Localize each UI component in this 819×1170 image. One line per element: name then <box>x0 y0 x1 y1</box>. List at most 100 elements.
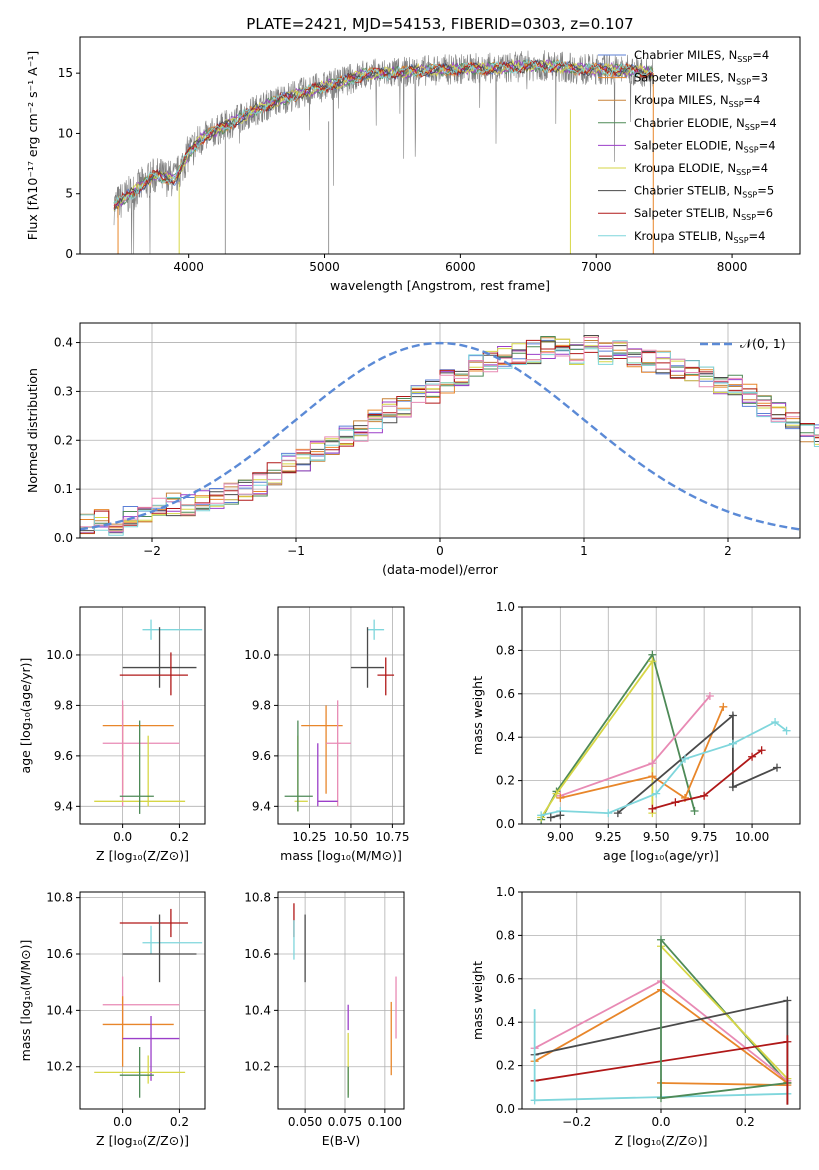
model-spectrum-5 <box>113 58 654 211</box>
y-tick-label: 0.6 <box>496 972 515 986</box>
plot-area <box>530 935 792 1105</box>
legend-label: Kroupa MILES, NSSP=4 <box>634 93 760 109</box>
panel-mass-vs-metallicity: 0.0 0.2 10.2 10.4 10.6 10.8 Z [log₁₀(Z/Z⊙)] mas… <box>18 891 206 1148</box>
y-tick-label: 0.6 <box>496 687 515 701</box>
plot-area <box>94 619 203 814</box>
panel-weight-vs-age: 9.00 9.25 9.50 9.75 10.00 0.0 0.2 0.4 0.6 0.8 1.0 a… <box>470 600 801 863</box>
x-tick-label: 0.050 <box>288 1115 322 1129</box>
y-tick-label: 15 <box>58 66 73 80</box>
plot-area <box>113 50 654 254</box>
panel-spectrum: 4000 5000 6000 7000 8000 0 5 10 15 wavelength [An… <box>25 36 801 293</box>
y-tick-label: 10.6 <box>46 947 73 961</box>
y-tick-label: 0.1 <box>54 482 73 496</box>
histogram-3 <box>80 336 819 534</box>
weight-marker <box>537 811 546 820</box>
weight-marker <box>728 711 737 720</box>
x-tick-label: 8000 <box>717 260 748 274</box>
legend-label: Salpeter STELIB, NSSP=6 <box>634 206 773 222</box>
axes-frame <box>277 891 405 1110</box>
model-spectrum-8 <box>113 58 654 205</box>
plot-area <box>284 619 395 812</box>
x-axis-label: mass [log₁₀(M/M⊙)] <box>280 848 402 863</box>
x-tick-label: 9.25 <box>595 830 622 844</box>
y-axis-label: Flux [fλ10⁻¹⁷ erg cm⁻² s⁻¹ A⁻¹] <box>25 51 40 240</box>
weight-marker <box>556 811 565 820</box>
weight-marker <box>705 691 714 700</box>
axes-frame <box>79 606 206 825</box>
weight-line-8 <box>660 1082 788 1100</box>
axes-frame <box>79 36 801 255</box>
histogram-5 <box>80 338 819 535</box>
y-tick-label: 0.2 <box>496 774 515 788</box>
weight-line-1 <box>540 658 654 818</box>
x-axis-label: (data-model)/error <box>382 562 499 577</box>
y-tick-label: 0.8 <box>496 928 515 942</box>
y-tick-label: 0.4 <box>496 1015 515 1029</box>
y-tick-label: 0.2 <box>496 1059 515 1073</box>
panel-age-vs-metallicity: 0.0 0.2 9.4 9.6 9.8 10.0 Z [log₁₀(Z/Z⊙)] age [l… <box>18 606 206 863</box>
weight-marker <box>748 752 757 761</box>
legend-label: Chabrier STELIB, NSSP=5 <box>634 184 774 200</box>
weight-marker <box>546 813 555 822</box>
x-axis-label: age [log₁₀(age/yr)] <box>603 848 719 863</box>
y-tick-label: 0.0 <box>496 817 515 831</box>
y-axis-label: Normed distribution <box>25 368 40 493</box>
x-tick-label: 6000 <box>445 260 476 274</box>
y-axis-label: mass weight <box>470 961 485 1040</box>
weight-marker <box>556 793 565 802</box>
y-axis-label: age [log₁₀(age/yr)] <box>18 658 33 774</box>
x-axis-label: Z [log₁₀(Z/Z⊙)] <box>615 1133 708 1148</box>
y-tick-label: 10.4 <box>244 1003 271 1017</box>
model-spectrum-2 <box>113 59 654 205</box>
model-spectrum-3 <box>113 59 654 206</box>
weight-line-1 <box>660 945 789 1080</box>
x-tick-label: 9.50 <box>643 830 670 844</box>
weight-marker <box>772 763 781 772</box>
x-tick-label: 0.2 <box>736 1115 755 1129</box>
weight-marker <box>604 809 613 818</box>
weight-marker <box>728 739 737 748</box>
x-tick-label: 9.75 <box>691 830 718 844</box>
x-axis-label: Z [log₁₀(Z/Z⊙)] <box>96 848 189 863</box>
y-tick-label: 0.4 <box>54 336 73 350</box>
axes-frame <box>521 606 801 825</box>
y-axis-label: mass weight <box>470 676 485 755</box>
y-tick-label: 10.0 <box>244 648 271 662</box>
weight-marker <box>757 746 766 755</box>
y-tick-label: 10.8 <box>46 891 73 905</box>
y-tick-label: 0.8 <box>496 643 515 657</box>
panel-weight-vs-metallicity: −0.2 0.0 0.2 0.0 0.2 0.4 0.6 0.8 1.0 Z [log₁₀(Z/Z… <box>470 885 801 1148</box>
histogram-6 <box>80 335 819 532</box>
y-tick-label: 0.3 <box>54 384 73 398</box>
gaussian-curve <box>79 341 801 531</box>
x-tick-label: 10.50 <box>334 830 368 844</box>
x-tick-label: 0 <box>436 544 444 558</box>
y-tick-label: 9.8 <box>54 698 73 712</box>
model-spectrum-7 <box>113 59 654 209</box>
y-tick-label: 9.8 <box>252 698 271 712</box>
y-tick-label: 10.8 <box>244 891 271 905</box>
observed-spectrum <box>113 50 654 254</box>
y-tick-label: 1.0 <box>496 600 515 614</box>
legend-label: Kroupa ELODIE, NSSP=4 <box>634 161 768 177</box>
plot-area <box>293 903 397 1098</box>
y-tick-label: 0.0 <box>54 531 73 545</box>
x-tick-label: 7000 <box>581 260 612 274</box>
x-axis-label: Z [log₁₀(Z/Z⊙)] <box>96 1133 189 1148</box>
x-axis-label: E(B-V) <box>322 1133 361 1148</box>
y-tick-label: 10.2 <box>244 1060 271 1074</box>
panel-mass-vs-extinction: 0.050 0.075 0.100 10.2 10.4 10.6 10.8 E(B-V) <box>244 891 405 1148</box>
y-tick-label: 10.6 <box>244 947 271 961</box>
x-tick-label: 0.0 <box>651 1115 670 1129</box>
weight-marker <box>652 789 661 798</box>
y-tick-label: 10.2 <box>46 1060 73 1074</box>
x-tick-label: 1 <box>580 544 588 558</box>
x-tick-label: 10.75 <box>375 830 409 844</box>
weight-marker <box>648 804 657 813</box>
plot-area <box>94 908 203 1098</box>
plot-area <box>79 335 819 536</box>
x-tick-label: 0.0 <box>113 1115 132 1129</box>
legend: Chabrier MILES, NSSP=4 Salpeter MILES, NS… <box>598 48 777 245</box>
figure-title: PLATE=2421, MJD=54153, FIBERID=0303, z=0… <box>246 15 633 33</box>
